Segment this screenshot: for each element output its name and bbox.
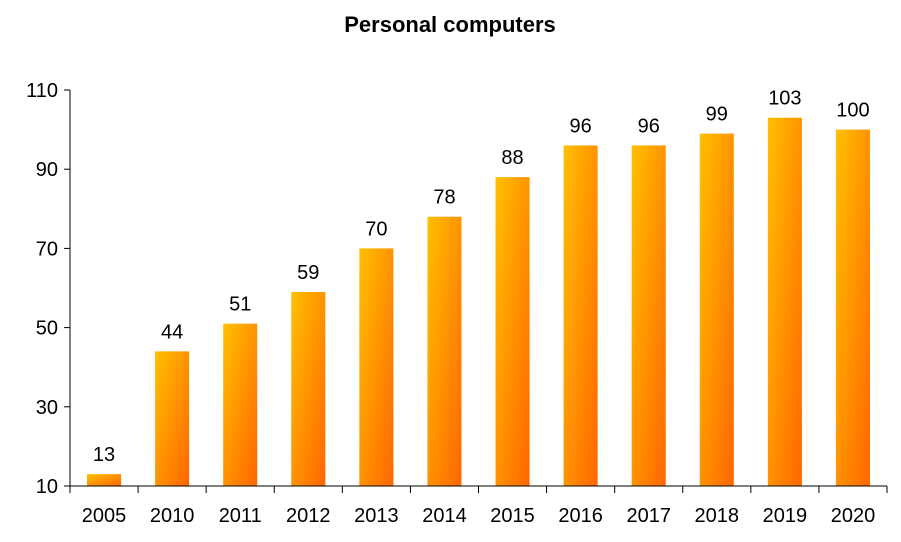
- data-label-2013: 70: [365, 218, 387, 240]
- x-tick-label-2005: 2005: [82, 505, 127, 527]
- data-label-2016: 96: [570, 115, 592, 137]
- data-label-2015: 88: [501, 147, 523, 169]
- x-tick-label-2016: 2016: [558, 505, 603, 527]
- bar-2017: [631, 145, 666, 486]
- data-label-2005: 13: [93, 444, 115, 466]
- data-label-2019: 103: [768, 88, 801, 110]
- bar-2005: [87, 474, 122, 486]
- y-tick-label-110: 110: [26, 80, 58, 102]
- y-tick-label-70: 70: [36, 238, 58, 260]
- bar-2012: [291, 291, 326, 486]
- x-tick-label-2012: 2012: [286, 505, 331, 527]
- x-tick-label-2014: 2014: [422, 505, 467, 527]
- x-tick-label-2019: 2019: [763, 505, 808, 527]
- labels-layer: 13 2005 44 2010 51 2011 59 2012 70 2013 78 2014 88 20…: [26, 80, 875, 527]
- x-tick-label-2020: 2020: [831, 505, 876, 527]
- bar-2015: [495, 177, 530, 486]
- data-label-2012: 59: [297, 262, 319, 284]
- y-tick-label-50: 50: [36, 318, 58, 340]
- x-tick-label-2010: 2010: [150, 505, 195, 527]
- bar-2010: [155, 351, 190, 486]
- axes-layer: [64, 89, 888, 493]
- x-tick-label-2013: 2013: [354, 505, 399, 527]
- x-tick-label-2015: 2015: [490, 505, 535, 527]
- data-label-2014: 78: [433, 187, 455, 209]
- data-label-2011: 51: [229, 294, 251, 316]
- data-label-2017: 96: [638, 115, 660, 137]
- bar-2013: [359, 248, 394, 486]
- bar-2014: [427, 216, 462, 486]
- bars-layer: [87, 117, 870, 486]
- x-tick-label-2018: 2018: [695, 505, 740, 527]
- y-tick-label-30: 30: [36, 397, 58, 419]
- bar-2020: [835, 129, 870, 486]
- bar-2011: [223, 323, 258, 486]
- bar-2016: [563, 145, 598, 486]
- x-tick-label-2017: 2017: [626, 505, 671, 527]
- data-label-2010: 44: [161, 321, 183, 343]
- bar-2018: [699, 133, 734, 486]
- x-tick-label-2011: 2011: [219, 505, 262, 527]
- data-label-2020: 100: [836, 100, 869, 122]
- data-label-2018: 99: [706, 104, 728, 126]
- chart-title: Personal computers: [344, 12, 556, 37]
- bar-2019: [767, 117, 802, 486]
- y-tick-label-90: 90: [36, 159, 58, 181]
- y-tick-label-10: 10: [36, 476, 58, 498]
